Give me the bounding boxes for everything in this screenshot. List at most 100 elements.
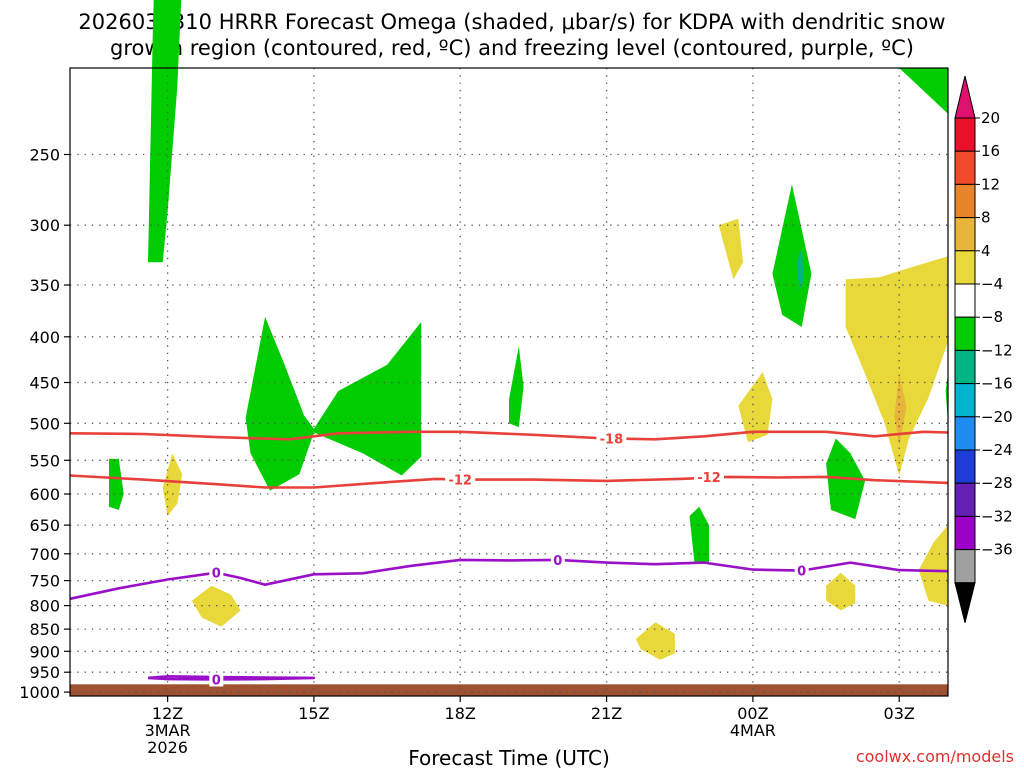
colorbar-bottom-arrow bbox=[954, 582, 976, 623]
y-tick-label-900: 900 bbox=[29, 642, 60, 661]
colorbar-swatch-12 bbox=[954, 515, 976, 551]
contour-label-bg-0-0 bbox=[596, 431, 627, 446]
contour-label-2-0: 0 bbox=[212, 567, 221, 582]
colorbar-swatch-0 bbox=[954, 117, 976, 152]
colorbar-label-4: 4 bbox=[981, 242, 991, 260]
contour-label-bg-1-0 bbox=[445, 472, 476, 487]
omega-region-7 bbox=[689, 506, 709, 562]
contour-label-bg-2-1 bbox=[550, 552, 565, 567]
omega-region-1 bbox=[109, 458, 124, 510]
contour-label-bg-1-1 bbox=[694, 469, 724, 484]
omega-region-11 bbox=[796, 247, 805, 291]
y-tick-label-700: 700 bbox=[29, 545, 60, 564]
omega-region-14 bbox=[845, 256, 948, 476]
y-tick-label-300: 300 bbox=[29, 216, 60, 235]
x-tick-label-18Z: 18Z bbox=[445, 704, 476, 723]
chart-title-line2: growth region (contoured, red, ºC) and f… bbox=[110, 36, 914, 60]
y-tick-label-550: 550 bbox=[29, 451, 60, 470]
contour-label-1-0: -12 bbox=[448, 474, 472, 489]
colorbar-label-2: 12 bbox=[981, 175, 1000, 193]
grid-lines bbox=[70, 68, 948, 696]
colorbar-swatch-8 bbox=[954, 383, 976, 418]
colorbar-top-arrow bbox=[954, 75, 976, 119]
colorbar-label-12: −32 bbox=[981, 507, 1013, 525]
omega-colorbar: 20 16 12 8 4 −4 −8 −12 −16 −20 −24 −28 −32 −36 bbox=[954, 75, 1013, 623]
colorbar-label-6: −8 bbox=[981, 308, 1003, 326]
y-tick-label-950: 950 bbox=[29, 663, 60, 682]
colorbar-swatch-3 bbox=[954, 217, 976, 252]
y-tick-label-500: 500 bbox=[29, 414, 60, 433]
x-tick-label-12Z: 12Z bbox=[152, 704, 183, 723]
colorbar-label-8: −16 bbox=[981, 375, 1013, 393]
contour-label-2-2: 0 bbox=[797, 565, 806, 580]
y-tick-label-750: 750 bbox=[29, 572, 60, 591]
y-tick-label-800: 800 bbox=[29, 597, 60, 616]
x-tick-label-15Z: 15Z bbox=[298, 704, 329, 723]
contour-label-0-0: -18 bbox=[600, 433, 624, 448]
omega-region-6 bbox=[635, 622, 675, 660]
y-tick-label-450: 450 bbox=[29, 374, 60, 393]
contour-label-1-1: -12 bbox=[697, 471, 721, 486]
y-tick-label-650: 650 bbox=[29, 516, 60, 535]
omega-region-12 bbox=[826, 572, 856, 611]
colorbar-label-5: −4 bbox=[981, 275, 1003, 293]
ground-surface bbox=[70, 684, 948, 696]
contour-label-2-1: 0 bbox=[553, 554, 562, 569]
y-tick-label-600: 600 bbox=[29, 485, 60, 504]
omega-region-4 bbox=[191, 585, 241, 627]
y-tick-label-400: 400 bbox=[29, 328, 60, 347]
colorbar-label-1: 16 bbox=[981, 142, 1000, 160]
plot-area: -18 -12 -12 0 0 0 0 bbox=[69, 0, 949, 697]
colorbar-swatch-5 bbox=[954, 283, 976, 318]
y-tick-label-350: 350 bbox=[29, 276, 60, 295]
omega-region-16 bbox=[918, 525, 948, 606]
temperature-contours: -18 -12 -12 0 0 0 0 bbox=[69, 430, 949, 689]
contour-label-bg-2-2 bbox=[794, 563, 809, 578]
omega-region-0 bbox=[148, 0, 182, 263]
colorbar-swatch-10 bbox=[954, 449, 976, 484]
y-tick-label-250: 250 bbox=[29, 146, 60, 165]
contour-label-bg-2-0 bbox=[209, 565, 224, 580]
contour-line-3 bbox=[147, 675, 316, 681]
contour-line-1 bbox=[69, 474, 949, 489]
contour-label-bg-3-0 bbox=[209, 672, 224, 687]
colorbar-label-13: −36 bbox=[981, 541, 1013, 559]
omega-region-3 bbox=[245, 316, 422, 491]
omega-region-17 bbox=[899, 68, 948, 114]
x-tick-date-12Z: 3MAR bbox=[145, 721, 191, 740]
x-tick-label-00Z: 00Z bbox=[737, 704, 768, 723]
omega-region-15 bbox=[894, 373, 907, 446]
colorbar-swatch-7 bbox=[954, 349, 976, 385]
omega-region-2 bbox=[162, 453, 183, 516]
x-axis-title: Forecast Time (UTC) bbox=[408, 746, 610, 768]
colorbar-label-9: −20 bbox=[981, 408, 1013, 426]
x-tick-label-21Z: 21Z bbox=[591, 704, 622, 723]
colorbar-label-10: −24 bbox=[981, 441, 1013, 459]
colorbar-label-3: 8 bbox=[981, 209, 991, 227]
chart-title-line1: 2026030310 HRRR Forecast Omega (shaded, … bbox=[78, 10, 945, 34]
x-tick-year-12Z: 2026 bbox=[147, 738, 188, 757]
colorbar-swatch-13 bbox=[954, 549, 976, 584]
omega-region-9 bbox=[738, 372, 773, 443]
colorbar-label-11: −28 bbox=[981, 474, 1013, 492]
omega-region-8 bbox=[718, 218, 744, 280]
colorbar-label-7: −12 bbox=[981, 341, 1013, 359]
contour-line-0 bbox=[69, 430, 949, 441]
x-tick-date-00Z: 4MAR bbox=[730, 721, 776, 740]
site-credit: coolwx.com/models bbox=[856, 747, 1014, 766]
colorbar-swatch-6 bbox=[954, 316, 976, 351]
colorbar-swatch-1 bbox=[954, 150, 976, 185]
omega-region-10 bbox=[772, 184, 812, 327]
y-tick-label-1000: 1000 bbox=[19, 683, 60, 702]
colorbar-swatch-2 bbox=[954, 183, 976, 219]
x-tick-label-03Z: 03Z bbox=[884, 704, 915, 723]
y-tick-label-850: 850 bbox=[29, 620, 60, 639]
colorbar-label-0: 20 bbox=[981, 109, 1000, 127]
y-axis: 250 300 350 400 450 500 550 600 650 700 750 800 850 9… bbox=[19, 146, 70, 702]
colorbar-swatch-9 bbox=[954, 416, 976, 451]
colorbar-swatch-11 bbox=[954, 482, 976, 517]
contour-label-3-0: 0 bbox=[212, 674, 221, 689]
colorbar-swatch-4 bbox=[954, 250, 976, 285]
omega-region-5 bbox=[509, 346, 524, 428]
